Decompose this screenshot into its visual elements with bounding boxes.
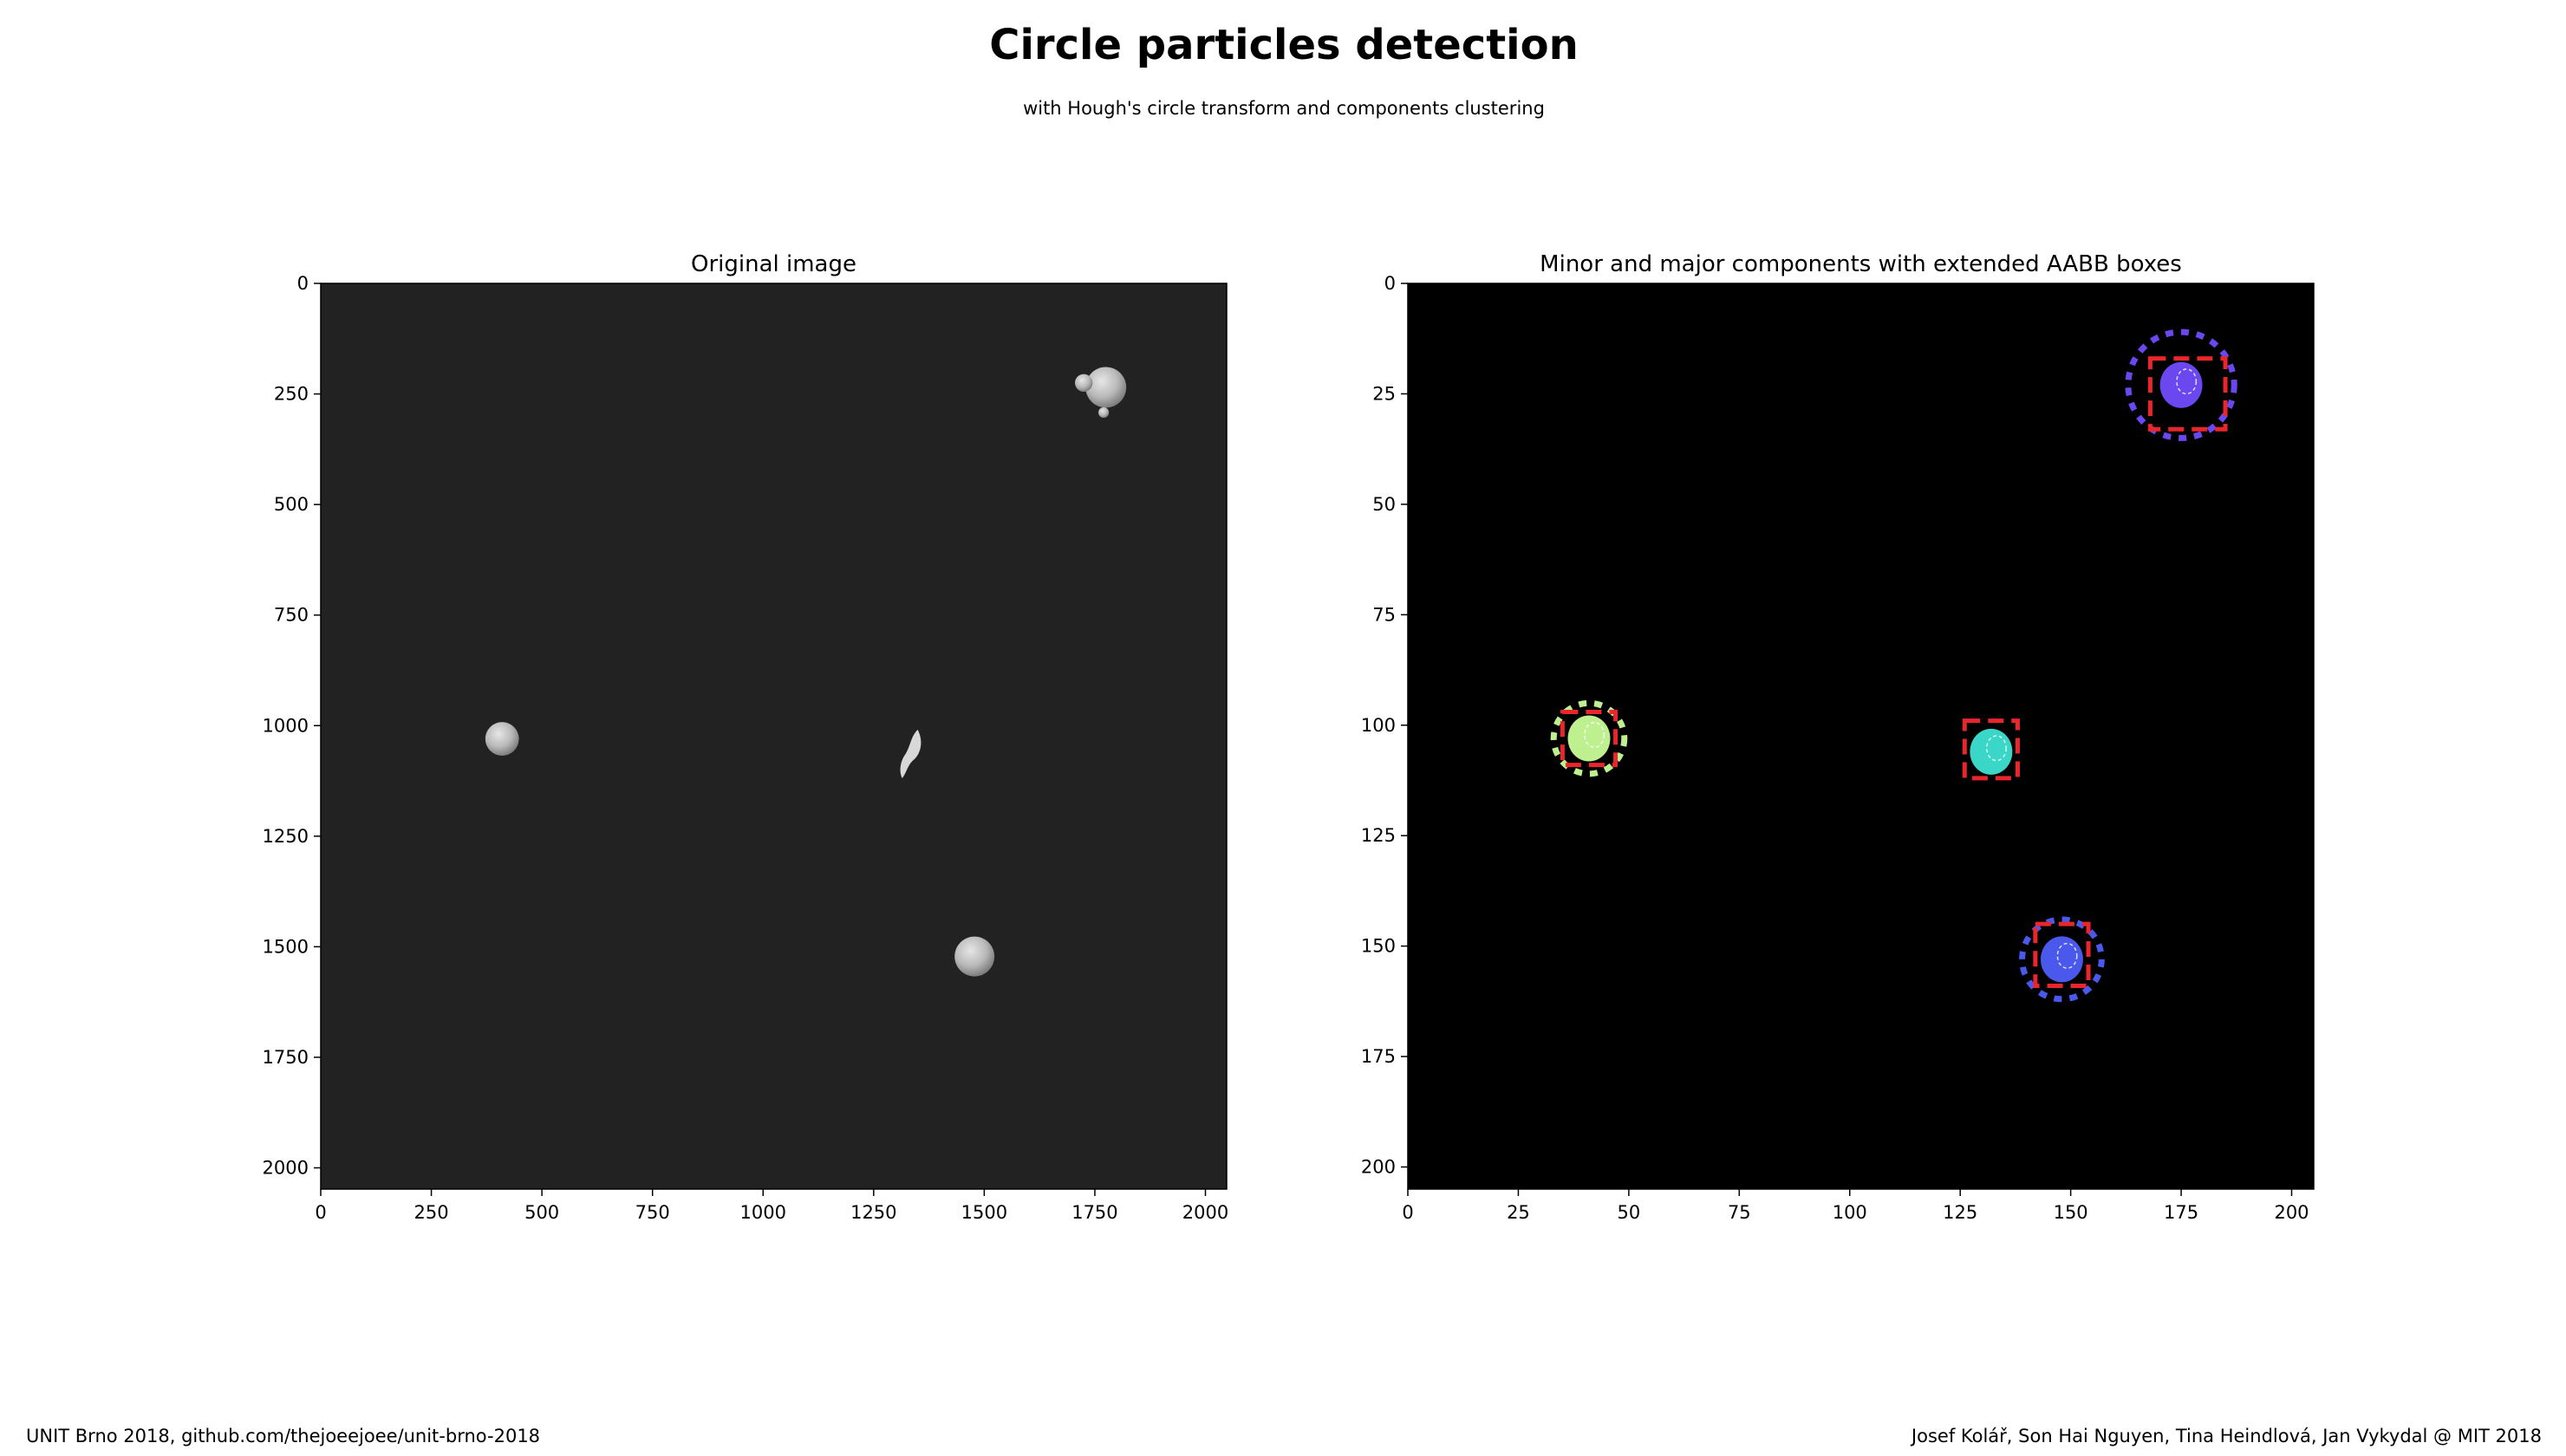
components-panel: Minor and major components with extended… xyxy=(1361,251,2315,1223)
y-tick-label: 1750 xyxy=(263,1047,309,1068)
y-tick-label: 150 xyxy=(1361,936,1396,957)
axes-frame xyxy=(1407,283,2315,1190)
component-blob xyxy=(1567,715,1611,762)
x-tick-label: 1000 xyxy=(740,1202,786,1223)
x-tick-label: 2000 xyxy=(1182,1202,1228,1223)
y-tick-label: 50 xyxy=(1372,494,1396,515)
x-tick-label: 750 xyxy=(635,1202,670,1223)
y-tick-label: 750 xyxy=(274,605,309,626)
component-blob xyxy=(2159,361,2203,408)
x-tick-label: 250 xyxy=(414,1202,449,1223)
particle-sphere xyxy=(954,936,995,977)
x-tick-label: 150 xyxy=(2054,1202,2088,1223)
y-tick-label: 75 xyxy=(1372,604,1396,625)
y-tick-label: 175 xyxy=(1361,1046,1396,1067)
axes-frame xyxy=(320,283,1228,1190)
y-tick-label: 0 xyxy=(297,273,309,294)
y-tick-label: 1500 xyxy=(263,936,309,957)
original-image-panel: Original image 0 250 500 750 1000 1250 1500 1750… xyxy=(263,251,1229,1223)
particle-sphere xyxy=(485,722,519,756)
x-tick-label: 1250 xyxy=(850,1202,896,1223)
y-tick-label: 500 xyxy=(274,494,309,515)
y-tick-label: 0 xyxy=(1384,273,1396,294)
image-background xyxy=(1408,283,2314,1189)
y-tick-label: 250 xyxy=(274,384,309,405)
x-tick-label: 25 xyxy=(1507,1202,1530,1223)
figure-subtitle: with Hough's circle transform and compon… xyxy=(1023,98,1545,119)
x-tick-label: 75 xyxy=(1728,1202,1751,1223)
x-tick-label: 500 xyxy=(524,1202,559,1223)
component-contour xyxy=(1986,735,2007,762)
figure-title: Circle particles detection xyxy=(989,21,1579,69)
x-tick-label: 1750 xyxy=(1071,1202,1117,1223)
aabb-box xyxy=(1962,718,2020,781)
panel-title: Original image xyxy=(691,251,856,277)
y-tick-label: 1250 xyxy=(263,826,309,847)
x-tick-label: 0 xyxy=(315,1202,326,1223)
particle-fragment xyxy=(900,729,922,778)
x-tick-label: 100 xyxy=(1833,1202,1867,1223)
particle-sphere xyxy=(1098,406,1110,419)
hough-circle xyxy=(2019,916,2105,1003)
hough-circle xyxy=(1550,699,1628,777)
y-tick-label: 1000 xyxy=(263,715,309,736)
particle-sphere xyxy=(1074,374,1093,393)
y-tick-label: 25 xyxy=(1372,383,1396,404)
x-tick-label: 175 xyxy=(2164,1202,2198,1223)
component-contour xyxy=(2176,368,2198,395)
footer-right: Josef Kolář, Son Hai Nguyen, Tina Heindl… xyxy=(1910,1426,2542,1446)
x-tick-label: 0 xyxy=(1402,1202,1413,1223)
hough-circle xyxy=(2125,328,2237,441)
aabb-box xyxy=(1560,709,1618,768)
component-contour xyxy=(2056,942,2078,969)
x-tick-label: 50 xyxy=(1618,1202,1641,1223)
footer-left: UNIT Brno 2018, github.com/thejoeejoee/u… xyxy=(26,1426,540,1446)
component-contour xyxy=(1584,721,1605,748)
x-tick-label: 1500 xyxy=(961,1202,1007,1223)
y-tick-label: 125 xyxy=(1361,825,1396,846)
aabb-box xyxy=(2147,356,2228,432)
x-tick-label: 200 xyxy=(2274,1202,2309,1223)
component-blob xyxy=(2040,936,2083,983)
y-tick-label: 200 xyxy=(1361,1157,1396,1178)
y-tick-label: 2000 xyxy=(263,1158,309,1179)
panel-title: Minor and major components with extended… xyxy=(1540,251,2182,277)
y-tick-label: 100 xyxy=(1361,715,1396,736)
particle-sphere xyxy=(1085,367,1127,408)
aabb-box xyxy=(2033,921,2091,989)
x-tick-label: 125 xyxy=(1943,1202,1977,1223)
component-blob xyxy=(1970,728,2013,775)
image-background xyxy=(321,283,1227,1189)
